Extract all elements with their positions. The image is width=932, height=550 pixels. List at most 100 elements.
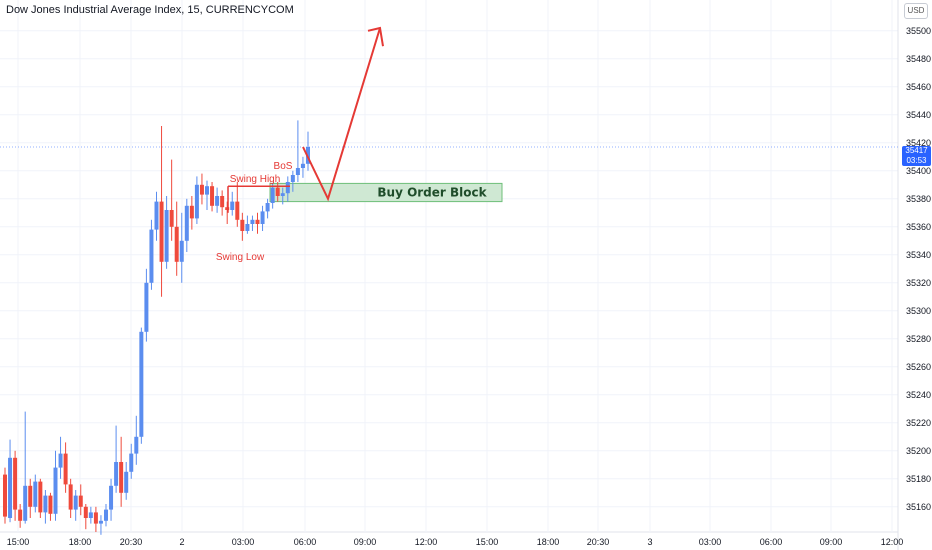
y-tick-label: 35460 [906, 82, 931, 92]
y-tick-label: 35300 [906, 306, 931, 316]
y-tick-label: 35320 [906, 278, 931, 288]
candle-body [290, 175, 295, 182]
y-tick-label: 35280 [906, 334, 931, 344]
candle-body [280, 193, 285, 196]
candle-body [295, 168, 300, 175]
candle-body [169, 210, 174, 227]
x-tick-label: 09:00 [354, 537, 377, 547]
candle-body [230, 201, 235, 210]
candle-body [215, 196, 220, 206]
candle-body [3, 474, 7, 517]
candle-body [220, 196, 225, 208]
y-tick-label: 35340 [906, 250, 931, 260]
x-tick-label: 20:30 [120, 537, 143, 547]
candle-body [78, 495, 83, 507]
x-tick-label: 20:30 [587, 537, 610, 547]
x-tick-label: 15:00 [476, 537, 499, 547]
y-tick-label: 35180 [906, 474, 931, 484]
candle-body [88, 512, 93, 518]
candle-body [104, 509, 108, 521]
candle-body [184, 205, 189, 241]
x-tick-label: 18:00 [537, 537, 560, 547]
y-tick-label: 35400 [906, 166, 931, 176]
candle-body [33, 481, 38, 507]
candle-body [13, 457, 18, 510]
x-tick-label: 18:00 [69, 537, 92, 547]
candle-body [194, 184, 199, 219]
y-tick-label: 35500 [906, 26, 931, 36]
projection-arrow-head [367, 26, 384, 47]
bar-countdown: 03:53 [906, 156, 927, 165]
y-tick-label: 35380 [906, 194, 931, 204]
candle-body [119, 462, 124, 493]
x-tick-label: 06:00 [294, 537, 317, 547]
y-tick-label: 35240 [906, 390, 931, 400]
y-tick-label: 35160 [906, 502, 931, 512]
candle-body [144, 282, 149, 332]
y-tick-label: 35260 [906, 362, 931, 372]
candle-body [134, 436, 139, 454]
candle-body [210, 186, 215, 206]
candle-body [124, 471, 129, 493]
candle-body [23, 485, 28, 521]
y-tick-label: 35420 [906, 138, 931, 148]
candle-body [114, 462, 119, 486]
candle-body [199, 184, 204, 195]
candle-body [179, 240, 184, 262]
x-tick-label: 12:00 [415, 537, 438, 547]
candle-body [174, 226, 179, 262]
candle-body [265, 203, 270, 212]
y-tick-label: 35200 [906, 446, 931, 456]
x-tick-label: 15:00 [7, 537, 30, 547]
order-block-label: Buy Order Block [377, 186, 487, 200]
x-tick-label: 09:00 [820, 537, 843, 547]
candle-body [154, 201, 159, 230]
currency-button[interactable]: USD [904, 3, 928, 19]
candle-body [164, 210, 169, 262]
projection-arrow [302, 27, 381, 202]
candle-body [189, 205, 194, 219]
x-tick-label: 03:00 [699, 537, 722, 547]
y-tick-label: 35480 [906, 54, 931, 64]
candle-body [285, 182, 290, 194]
x-tick-label: 3 [647, 537, 652, 547]
candle-body [98, 520, 103, 524]
y-tick-label: 35360 [906, 222, 931, 232]
candle-body [255, 219, 260, 224]
candle-body [240, 219, 245, 231]
candle-body [149, 229, 154, 283]
candle-body [63, 453, 68, 485]
swing-low-label: Swing Low [216, 252, 265, 263]
candle-body [250, 219, 255, 224]
x-tick-label: 03:00 [232, 537, 255, 547]
candle-body [28, 485, 33, 507]
candle-body [58, 453, 63, 468]
x-tick-label: 06:00 [760, 537, 783, 547]
swing-high-label: Swing High [230, 174, 281, 185]
candle-body [109, 485, 114, 510]
candle-body [43, 495, 48, 513]
candle-body [225, 207, 230, 210]
candle-body [129, 453, 134, 472]
candle-body [275, 187, 280, 196]
candle-body [73, 495, 78, 510]
candle-body [83, 506, 88, 518]
candle-body [300, 163, 305, 168]
candle-body [53, 467, 58, 514]
candle-body [270, 187, 275, 203]
candle-body [139, 331, 144, 437]
candle-body [48, 495, 53, 514]
candle-body [245, 224, 250, 231]
y-tick-label: 35220 [906, 418, 931, 428]
bos-label: BoS [274, 161, 293, 172]
x-tick-label: 12:00 [881, 537, 904, 547]
candle-body [8, 457, 13, 518]
candle-body [18, 509, 23, 521]
candle-body [68, 484, 73, 510]
y-tick-label: 35440 [906, 110, 931, 120]
last-price-value: 35417 [905, 146, 928, 155]
candle-body [260, 211, 265, 224]
x-tick-label: 2 [179, 537, 184, 547]
candle-body [159, 201, 164, 262]
